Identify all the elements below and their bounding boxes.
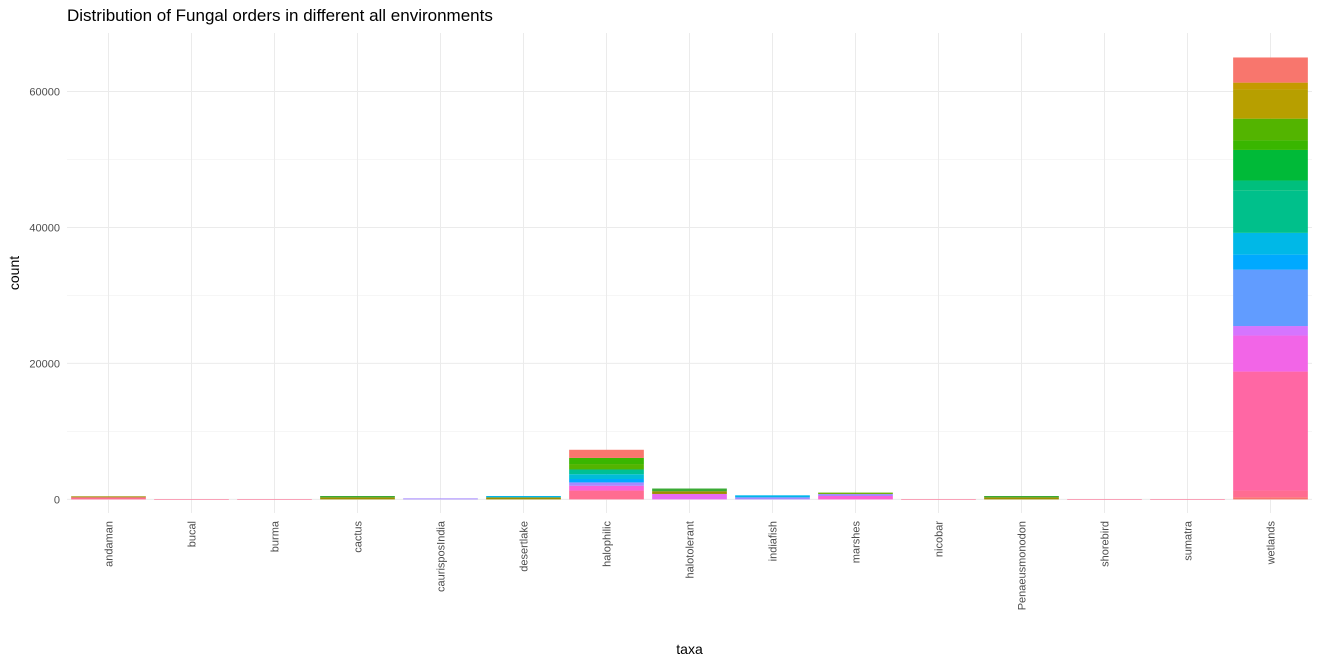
- bar-segment-wetlands: [1233, 335, 1308, 372]
- bar-segment-halophilic: [569, 485, 644, 491]
- bar-segment-nicobar: [901, 498, 976, 500]
- bar-segment-halophilic: [569, 490, 644, 500]
- bar-segment-indiafish: [735, 495, 810, 498]
- grid-lines: [67, 33, 1312, 513]
- bar-segment-wetlands: [1233, 190, 1308, 233]
- bar-segment-halotolerant: [652, 488, 727, 492]
- y-tick-labels: 0 20000 40000 60000: [29, 86, 60, 506]
- bar-segment-marshes: [818, 493, 893, 497]
- bar-segment-wetlands: [1233, 82, 1308, 90]
- x-tick-label: halotolerant: [685, 521, 697, 579]
- bar-segment-indiafish: [735, 497, 810, 500]
- bar-segment-halophilic: [569, 479, 644, 483]
- x-tick-label: cactus: [353, 521, 365, 553]
- bar-segment-andaman: [71, 497, 146, 500]
- bar-segment-cactus: [320, 496, 395, 498]
- x-tick-label: nicobar: [934, 521, 946, 557]
- y-tick-label: 60000: [29, 86, 60, 98]
- bar-segment-shorebird: [1067, 498, 1142, 500]
- bar-segment-halotolerant: [652, 491, 727, 494]
- x-tick-label: marshes: [851, 521, 863, 564]
- bar-segment-caurisposIndia: [403, 498, 478, 500]
- y-tick-label: 20000: [29, 358, 60, 370]
- bar-segment-wetlands: [1233, 490, 1308, 498]
- bar-segment-wetlands: [1233, 232, 1308, 255]
- x-tick-label: sumatra: [1183, 520, 1195, 561]
- x-tick-labels: andaman bucal burma cactus caurisposIndia des…: [104, 520, 1278, 610]
- bar-segment-wetlands: [1233, 140, 1308, 150]
- bar-segment-wetlands: [1233, 497, 1308, 500]
- bar-segment-wetlands: [1233, 180, 1308, 191]
- bar-segment-wetlands: [1233, 326, 1308, 336]
- bar-segment-halophilic: [569, 482, 644, 486]
- bar-segment-wetlands: [1233, 254, 1308, 270]
- x-tick-label: andaman: [104, 521, 116, 567]
- bar-segment-bucal: [154, 498, 229, 500]
- bar-segment-halophilic: [569, 464, 644, 470]
- x-tick-label: burma: [270, 520, 282, 552]
- bar-segment-halophilic: [569, 474, 644, 480]
- bar-segment-sumatra: [1150, 498, 1225, 500]
- x-tick-label: bucal: [187, 521, 199, 547]
- bar-segment-wetlands: [1233, 269, 1308, 327]
- y-tick-label: 0: [54, 494, 60, 506]
- x-axis-title: taxa: [676, 641, 703, 657]
- bars: [71, 57, 1308, 500]
- y-axis-title: count: [6, 256, 22, 290]
- bar-segment-Penaeusmonodon: [984, 496, 1059, 498]
- bar-segment-wetlands: [1233, 149, 1308, 181]
- bar-segment-desertlake: [486, 497, 561, 500]
- bar-segment-halotolerant: [652, 493, 727, 500]
- x-tick-label: wetlands: [1266, 521, 1278, 566]
- bar-segment-marshes: [818, 492, 893, 494]
- bar-segment-marshes: [818, 496, 893, 500]
- bar-segment-halophilic: [569, 449, 644, 458]
- chart-title: Distribution of Fungal orders in differe…: [67, 6, 493, 25]
- y-tick-label: 40000: [29, 222, 60, 234]
- bar-segment-wetlands: [1233, 89, 1308, 119]
- x-tick-label: indiafish: [768, 521, 780, 561]
- bar-segment-halophilic: [569, 469, 644, 475]
- bar-segment-halophilic: [569, 457, 644, 465]
- x-tick-label: desertlake: [519, 521, 531, 572]
- bar-segment-wetlands: [1233, 371, 1308, 491]
- x-tick-label: shorebird: [1100, 521, 1112, 567]
- bar-segment-Penaeusmonodon: [984, 497, 1059, 500]
- x-tick-label: Penaeusmonodon: [1017, 521, 1029, 610]
- bar-segment-cactus: [320, 497, 395, 500]
- x-tick-label: halophilic: [602, 521, 614, 567]
- x-tick-label: caurisposIndia: [436, 520, 448, 592]
- bar-segment-wetlands: [1233, 57, 1308, 83]
- bar-segment-desertlake: [486, 496, 561, 498]
- bar-segment-burma: [237, 498, 312, 500]
- bar-segment-wetlands: [1233, 118, 1308, 141]
- bar-segment-andaman: [71, 496, 146, 498]
